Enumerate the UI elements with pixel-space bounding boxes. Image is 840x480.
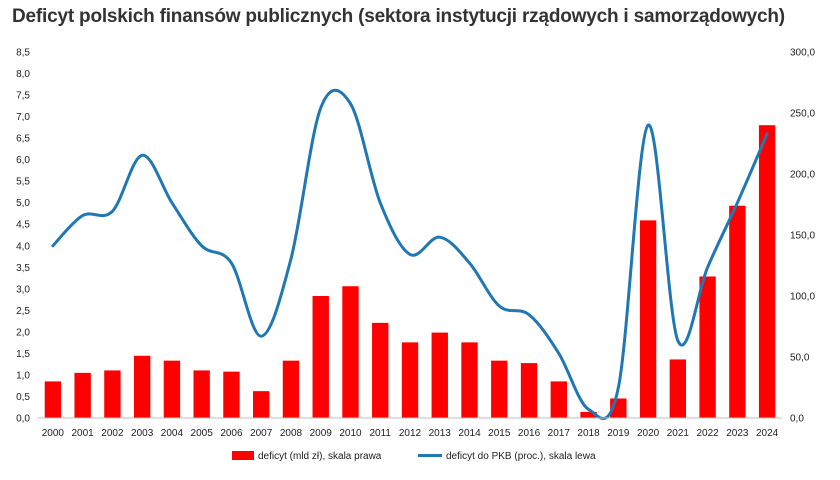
y-left-tick-label: 4,5: [16, 220, 30, 231]
line-path: [51, 88, 769, 420]
bar-series: [44, 125, 776, 418]
x-tick-label: 2014: [458, 428, 481, 439]
bar: [580, 411, 597, 418]
y-axis-right: 0,0 50,0 100,0 150,0 200,0 250,0 300,0: [790, 48, 815, 425]
bar: [461, 342, 478, 418]
bar: [431, 332, 448, 418]
x-tick-label: 2020: [637, 428, 660, 439]
bar: [193, 370, 210, 418]
y-left-tick-label: 1,5: [16, 349, 30, 360]
y-right-tick-label: 100,0: [790, 292, 815, 303]
x-tick-label: 2021: [667, 428, 690, 439]
x-tick-label: 2016: [518, 428, 541, 439]
x-tick-label: 2006: [220, 428, 243, 439]
y-axis-left: 0,0 0,5 1,0 1,5 2,0 2,5 3,0 3,5 4,0 4,5 5,0 5,5 6,0 6…: [16, 48, 30, 425]
x-axis: 2000 2001 2002 2003 2004 2005 2006 2007 2008 2009…: [38, 417, 782, 439]
x-tick-label: 2013: [429, 428, 452, 439]
bar: [401, 342, 419, 418]
x-tick-label: 2019: [607, 428, 630, 439]
x-tick-label: 2005: [191, 428, 214, 439]
y-right-tick-label: 0,0: [790, 414, 804, 425]
bar: [163, 360, 181, 418]
y-left-tick-label: 3,5: [16, 263, 30, 274]
y-left-tick-label: 4,0: [16, 241, 30, 252]
bar: [282, 360, 300, 418]
legend-label-bar: deficyt (mld zł), skala prawa: [258, 451, 382, 462]
y-right-tick-label: 200,0: [790, 170, 815, 181]
x-tick-label: 2003: [131, 428, 154, 439]
bar: [74, 372, 91, 418]
bar: [223, 371, 240, 418]
x-tick-label: 2011: [369, 428, 391, 439]
y-left-tick-label: 3,0: [16, 284, 30, 295]
line-series: [51, 88, 769, 420]
legend: deficyt (mld zł), skala prawa deficyt do …: [232, 451, 596, 462]
bar: [550, 381, 567, 418]
legend-swatch-bar: [232, 451, 254, 460]
y-left-tick-label: 0,5: [16, 392, 30, 403]
x-tick-label: 2001: [72, 428, 95, 439]
y-left-tick-label: 7,0: [16, 112, 30, 123]
x-tick-label: 2022: [696, 428, 719, 439]
y-left-tick-label: 6,0: [16, 155, 30, 166]
y-left-tick-label: 2,0: [16, 327, 30, 338]
y-left-tick-label: 5,0: [16, 198, 30, 209]
bar: [491, 360, 508, 418]
bar: [729, 205, 746, 418]
legend-label-line: deficyt do PKB (proc.), skala lewa: [446, 451, 596, 462]
x-tick-label: 2000: [42, 428, 65, 439]
x-tick-label: 2023: [726, 428, 749, 439]
bar: [312, 296, 329, 418]
x-tick-label: 2017: [548, 428, 571, 439]
y-left-tick-label: 8,5: [16, 48, 30, 59]
x-tick-label: 2009: [310, 428, 333, 439]
bar: [44, 381, 62, 418]
bar: [699, 276, 716, 418]
chart-title: Deficyt polskich finansów publicznych (s…: [12, 6, 785, 27]
bar: [104, 370, 121, 418]
x-tick-label: 2018: [577, 428, 600, 439]
y-left-tick-label: 8,0: [16, 69, 30, 80]
bar: [133, 355, 151, 418]
bar: [669, 359, 687, 418]
x-tick-label: 2004: [161, 428, 184, 439]
x-tick-label: 2012: [399, 428, 422, 439]
y-right-tick-label: 300,0: [790, 48, 815, 59]
bar: [253, 391, 270, 418]
bar: [758, 125, 776, 418]
y-right-tick-label: 50,0: [790, 353, 810, 364]
bar: [639, 220, 657, 418]
y-left-tick-label: 0,0: [16, 414, 30, 425]
y-right-tick-label: 150,0: [790, 231, 815, 242]
x-tick-label: 2010: [339, 428, 362, 439]
y-left-tick-label: 1,0: [16, 370, 30, 381]
y-left-tick-label: 2,5: [16, 306, 30, 317]
y-left-tick-label: 6,5: [16, 134, 30, 145]
bar: [520, 363, 538, 418]
x-tick-label: 2024: [756, 428, 779, 439]
y-right-tick-label: 250,0: [790, 109, 815, 120]
x-tick-label: 2008: [280, 428, 303, 439]
bar: [342, 286, 359, 418]
x-tick-label: 2015: [488, 428, 511, 439]
y-left-tick-label: 7,5: [16, 91, 30, 102]
bar: [372, 322, 389, 418]
x-tick-label: 2002: [101, 428, 124, 439]
x-tick-label: 2007: [250, 428, 273, 439]
y-left-tick-label: 5,5: [16, 177, 30, 188]
